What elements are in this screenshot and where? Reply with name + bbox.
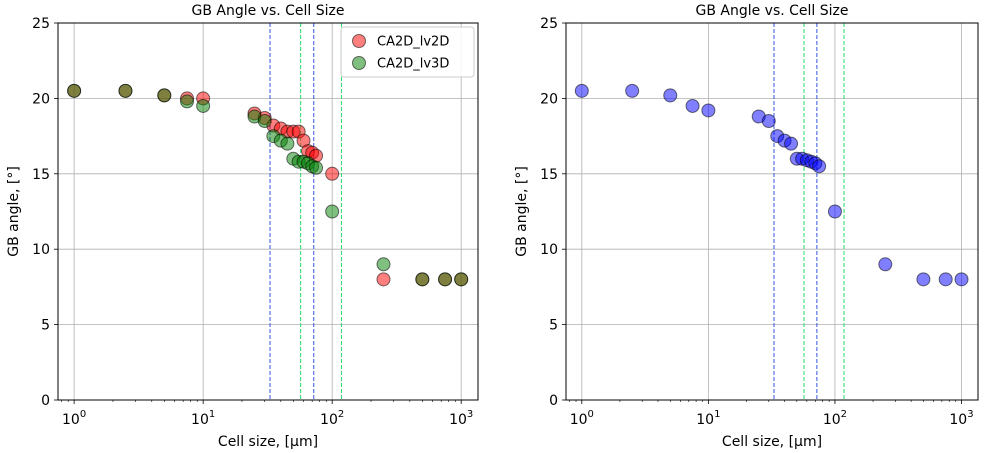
data-point	[878, 257, 893, 272]
y-tick-label: 25	[32, 16, 50, 32]
chart-panel-2: 100 101 102 103 0 5 10 15 20 25 GB Angle vs. Cell …	[514, 3, 979, 450]
data-point	[325, 166, 340, 181]
x-tick-label: 103	[449, 409, 473, 428]
data-point	[454, 272, 469, 287]
x-tick-label: 101	[696, 409, 720, 428]
y-axis-label: GB angle, [°]	[514, 166, 530, 257]
data-point	[574, 83, 589, 98]
y-tick-label: 10	[540, 242, 558, 258]
x-axis-label: Cell size, [μm]	[218, 434, 318, 450]
data-point	[625, 83, 640, 98]
chart-title: GB Angle vs. Cell Size	[695, 3, 848, 19]
legend-box	[340, 26, 475, 78]
y-tick-label: 15	[540, 167, 558, 183]
data-point	[280, 136, 295, 151]
data-point	[376, 272, 391, 287]
data-point	[812, 159, 827, 174]
data-point	[118, 83, 133, 98]
legend-marker	[352, 56, 366, 70]
x-tick-label: 103	[949, 409, 973, 428]
y-axis-label: GB angle, [°]	[6, 166, 22, 257]
y-tick-label: 10	[32, 242, 50, 258]
plot-frame	[565, 22, 979, 401]
y-tick-label: 20	[540, 91, 558, 107]
y-tick-label: 5	[549, 318, 558, 334]
data-point	[415, 272, 430, 287]
data-point	[916, 272, 931, 287]
data-point	[701, 103, 716, 118]
x-tick-label: 100	[570, 409, 594, 428]
x-tick-label: 101	[191, 409, 215, 428]
data-point	[438, 272, 453, 287]
x-tick-label: 102	[823, 409, 847, 428]
data-point	[325, 204, 340, 219]
data-point	[196, 98, 211, 113]
x-tick-label: 100	[62, 409, 86, 428]
data-point	[784, 136, 799, 151]
x-axis-label: Cell size, [μm]	[722, 434, 822, 450]
y-tick-label: 15	[32, 167, 50, 183]
y-tick-label: 0	[41, 393, 50, 409]
legend: CA2D_lv2D CA2D_lv3D	[340, 26, 475, 78]
data-point	[309, 160, 324, 175]
y-tick-label: 25	[540, 16, 558, 32]
x-tick-label: 102	[320, 409, 344, 428]
y-tick-label: 0	[549, 393, 558, 409]
data-point	[157, 88, 172, 103]
data-point	[954, 272, 969, 287]
data-point	[376, 257, 391, 272]
data-point	[938, 272, 953, 287]
data-point	[257, 114, 272, 129]
chart-title: GB Angle vs. Cell Size	[191, 3, 344, 19]
data-point	[685, 98, 700, 113]
data-point	[663, 88, 678, 103]
chart-panel-1: 100 101 102 103 0 5 10 15 20 25 GB Angle vs. Cell …	[6, 3, 479, 450]
data-point	[67, 83, 82, 98]
legend-marker	[352, 34, 366, 48]
legend-label: CA2D_lv2D	[377, 35, 449, 50]
y-tick-label: 20	[32, 91, 50, 107]
data-point	[827, 204, 842, 219]
y-tick-label: 5	[41, 318, 50, 334]
data-point	[180, 94, 195, 109]
plot-frame	[57, 22, 479, 401]
legend-label: CA2D_lv3D	[377, 57, 449, 72]
data-point	[761, 114, 776, 129]
